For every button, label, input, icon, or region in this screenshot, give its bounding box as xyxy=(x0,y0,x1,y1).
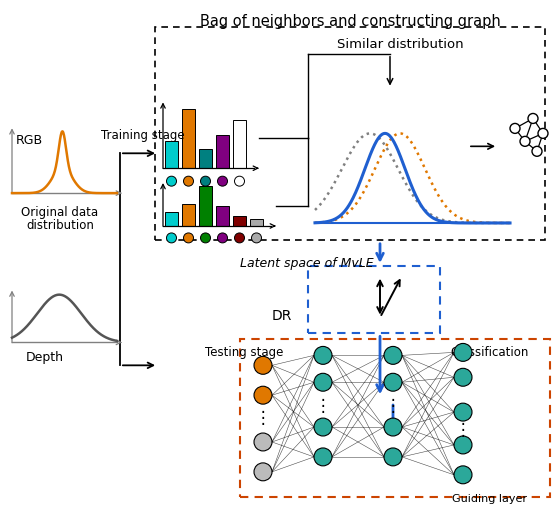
Circle shape xyxy=(254,357,272,375)
Text: Original data: Original data xyxy=(21,206,99,219)
Circle shape xyxy=(184,177,194,187)
Bar xyxy=(182,109,195,169)
Text: DR: DR xyxy=(272,308,292,322)
Circle shape xyxy=(510,124,520,134)
Bar xyxy=(165,213,178,227)
Bar xyxy=(165,142,178,169)
Text: RGB: RGB xyxy=(16,134,43,147)
Circle shape xyxy=(538,129,548,139)
Text: Testing stage: Testing stage xyxy=(205,346,283,359)
Circle shape xyxy=(254,433,272,451)
Bar xyxy=(155,28,545,240)
Circle shape xyxy=(166,177,176,187)
Bar xyxy=(240,340,550,497)
Text: ⋮: ⋮ xyxy=(455,420,472,438)
Circle shape xyxy=(384,347,402,365)
Circle shape xyxy=(251,233,262,243)
Bar xyxy=(199,150,212,169)
Circle shape xyxy=(217,233,227,243)
Circle shape xyxy=(384,448,402,466)
Circle shape xyxy=(314,347,332,365)
Bar xyxy=(233,217,246,227)
Circle shape xyxy=(454,403,472,421)
Bar xyxy=(182,205,195,227)
Circle shape xyxy=(217,177,227,187)
Text: ⋮: ⋮ xyxy=(385,396,402,414)
Circle shape xyxy=(454,369,472,386)
Circle shape xyxy=(532,147,542,157)
Circle shape xyxy=(454,466,472,484)
Circle shape xyxy=(235,177,245,187)
Circle shape xyxy=(200,177,211,187)
Text: ⋮: ⋮ xyxy=(315,396,332,414)
Circle shape xyxy=(454,436,472,454)
Bar xyxy=(199,187,212,227)
Circle shape xyxy=(528,114,538,124)
Bar xyxy=(233,121,246,169)
Circle shape xyxy=(520,137,530,147)
Bar xyxy=(250,219,263,227)
Text: distribution: distribution xyxy=(26,219,94,231)
Circle shape xyxy=(235,233,245,243)
Circle shape xyxy=(314,374,332,391)
Circle shape xyxy=(200,233,211,243)
Circle shape xyxy=(314,448,332,466)
Text: Classification: Classification xyxy=(451,346,529,359)
Bar xyxy=(308,266,440,334)
Circle shape xyxy=(384,418,402,436)
Text: Guiding layer: Guiding layer xyxy=(452,493,528,503)
Circle shape xyxy=(454,344,472,362)
Text: Training stage: Training stage xyxy=(101,129,185,142)
Text: ⋮: ⋮ xyxy=(255,408,271,426)
Circle shape xyxy=(254,463,272,481)
Text: Bag of neighbors and constructing graph: Bag of neighbors and constructing graph xyxy=(199,14,501,29)
Bar xyxy=(216,136,229,169)
Text: Depth: Depth xyxy=(26,350,64,364)
Bar xyxy=(216,207,229,227)
Circle shape xyxy=(166,233,176,243)
Circle shape xyxy=(254,386,272,405)
Circle shape xyxy=(314,418,332,436)
Circle shape xyxy=(384,374,402,391)
Text: Similar distribution: Similar distribution xyxy=(337,38,463,50)
Circle shape xyxy=(184,233,194,243)
Text: Latent space of MvLE: Latent space of MvLE xyxy=(240,257,374,269)
